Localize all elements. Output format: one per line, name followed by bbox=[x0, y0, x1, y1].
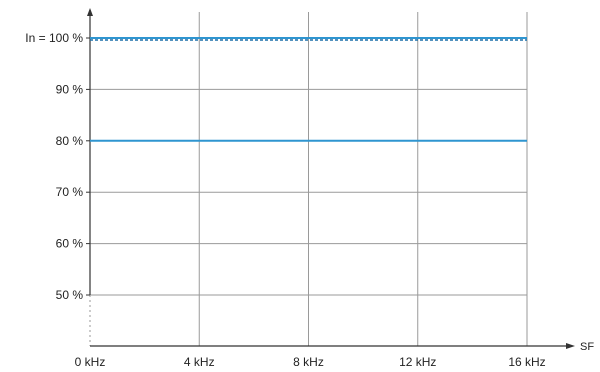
x-tick-label-2: 8 kHz bbox=[293, 355, 324, 369]
x-tick-label-1: 4 kHz bbox=[184, 355, 215, 369]
y-tick-label-2: 70 % bbox=[56, 185, 84, 199]
tick-labels: 50 % 60 % 70 % 80 % 90 % In = 100 % 0 kHz 4 kHz… bbox=[25, 31, 594, 369]
y-tick-label-4: 90 % bbox=[56, 82, 84, 96]
x-axis-title: SF bbox=[580, 341, 594, 353]
y-axis-arrow bbox=[87, 8, 93, 16]
axes bbox=[86, 8, 575, 349]
series-lines bbox=[90, 37, 527, 142]
y-tick-label-0: 50 % bbox=[56, 288, 84, 302]
x-tick-label-0: 0 kHz bbox=[75, 355, 106, 369]
y-tick-label-5: In = 100 % bbox=[25, 31, 83, 45]
grid bbox=[90, 12, 528, 346]
x-axis-arrow bbox=[566, 343, 575, 349]
x-tick-label-3: 12 kHz bbox=[399, 355, 436, 369]
y-tick-label-3: 80 % bbox=[56, 134, 84, 148]
x-tick-label-4: 16 kHz bbox=[508, 355, 545, 369]
y-tick-label-1: 60 % bbox=[56, 237, 84, 251]
